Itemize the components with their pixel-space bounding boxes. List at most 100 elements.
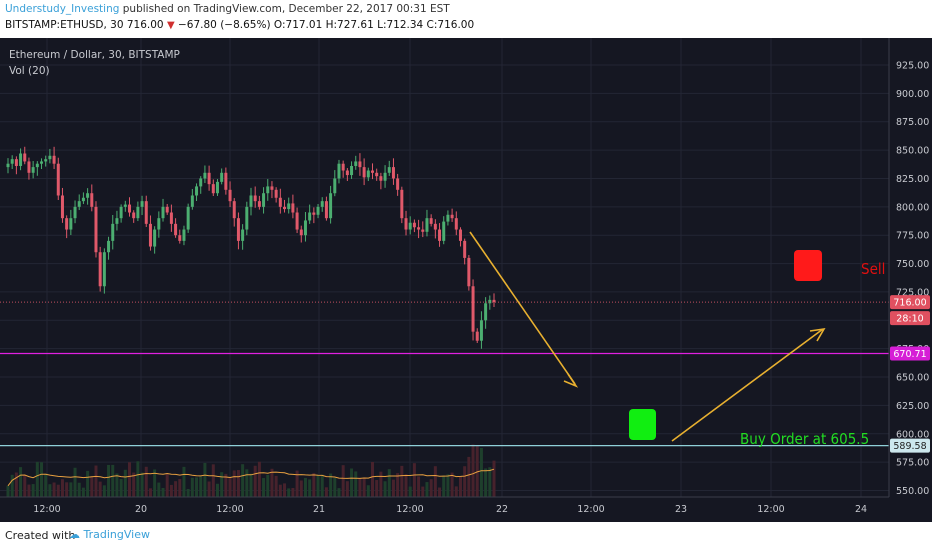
volume-bar [295, 470, 299, 497]
author-link[interactable]: Understudy_Investing [5, 3, 120, 15]
volume-bar [391, 479, 395, 497]
volume-bar [52, 482, 56, 497]
volume-bar [396, 473, 400, 497]
volume-bar [458, 476, 462, 497]
candle-body [433, 223, 437, 230]
volume-bar [454, 486, 458, 497]
up-arrow-line[interactable] [671, 328, 824, 442]
candle-body [40, 161, 44, 164]
candle-body [69, 218, 73, 230]
candle-body [291, 203, 295, 213]
volume-bar [329, 473, 333, 497]
volume-bar [35, 461, 39, 497]
volume-bar [186, 488, 190, 497]
volume-bar [81, 487, 85, 497]
price-chart[interactable]: Sell Buy Order at 605.5 925.00 900.00 875.… [0, 38, 932, 522]
volume-bar [144, 466, 148, 497]
candle-body [199, 178, 203, 187]
volume-bar [362, 477, 366, 497]
grid [0, 38, 889, 497]
price-tick-label: 925.00 [896, 61, 929, 72]
volume-bar [207, 481, 211, 497]
sell-marker[interactable] [794, 250, 822, 281]
candle-body [144, 201, 148, 224]
candle-body [140, 201, 144, 207]
candle-body [329, 193, 333, 219]
up-arrowhead-icon [809, 327, 826, 342]
candle-body [484, 303, 488, 321]
price-axis[interactable] [889, 38, 932, 497]
candle-body [467, 257, 471, 287]
candle-body [157, 218, 161, 230]
candle-body [278, 197, 282, 207]
volume-label: Vol (20) [9, 65, 50, 77]
time-tick-label: 12:00 [33, 504, 60, 515]
volume-bar [241, 464, 245, 497]
candle-body [44, 159, 48, 162]
candle-body [102, 252, 106, 287]
candle-body [86, 193, 90, 198]
candle-body [404, 218, 408, 230]
candle-body [10, 159, 14, 164]
volume-bar [107, 464, 111, 497]
time-axis[interactable] [0, 497, 932, 522]
price-tick-label: 825.00 [896, 174, 929, 185]
volume-bar [245, 469, 249, 497]
candle-body [371, 170, 374, 173]
price-tick-label: 800.00 [896, 202, 929, 213]
chart-background [0, 38, 932, 522]
volume-bar [383, 481, 387, 497]
volume-bar [400, 465, 404, 497]
candle-body [266, 186, 270, 194]
candle-body [396, 178, 400, 190]
price-badge-label: 670.71 [893, 349, 926, 360]
volume-bar [341, 465, 345, 497]
volume-bar [324, 487, 328, 497]
volume-bar [132, 472, 136, 497]
candle-body [341, 163, 345, 171]
volume-bar [157, 482, 161, 497]
volume-bar [433, 466, 437, 497]
volume-bar [94, 465, 98, 497]
candle-body [345, 170, 349, 176]
candle-body [337, 163, 341, 179]
price-badge [890, 311, 930, 326]
candle-body [203, 172, 207, 179]
time-tick-label: 21 [313, 504, 325, 515]
tradingview-logo[interactable]: ☁ TradingView [69, 528, 150, 541]
candle-body [287, 203, 291, 210]
created-with-text: Created with [5, 529, 76, 542]
candle-body [350, 165, 354, 176]
down-arrow-line[interactable] [469, 231, 576, 385]
candle-body [165, 206, 169, 213]
candle-body [220, 172, 224, 182]
volume-bar [31, 484, 35, 497]
volume-bar [98, 481, 102, 497]
candle-body [211, 184, 215, 194]
volume-bar [220, 472, 224, 497]
volume-bar [375, 480, 379, 497]
candle-body [186, 206, 190, 230]
candle-body [458, 229, 462, 241]
price-badges: 716.00 28:10 670.71 589.58 [890, 295, 930, 453]
time-tick-label: 12:00 [396, 504, 423, 515]
price-tick-label: 650.00 [896, 373, 929, 384]
candle-body [421, 229, 425, 232]
price-tick-label: 725.00 [896, 287, 929, 298]
volume-bar [442, 475, 446, 497]
candle-body [471, 286, 475, 332]
price-tick-label: 625.00 [896, 401, 929, 412]
candle-body [65, 218, 69, 230]
volume-bar [6, 485, 10, 497]
candle-body [56, 163, 60, 196]
candle-body [228, 189, 232, 202]
candle-body [249, 195, 253, 207]
candle-body [153, 229, 157, 247]
volume-bar [316, 475, 320, 497]
volume-bar [86, 470, 90, 497]
candle-body [295, 212, 299, 230]
down-arrow-icon: ▼ [166, 20, 175, 31]
buy-marker[interactable] [629, 409, 656, 440]
price-badge-label: 716.00 [893, 298, 926, 309]
candle-body [442, 221, 446, 241]
